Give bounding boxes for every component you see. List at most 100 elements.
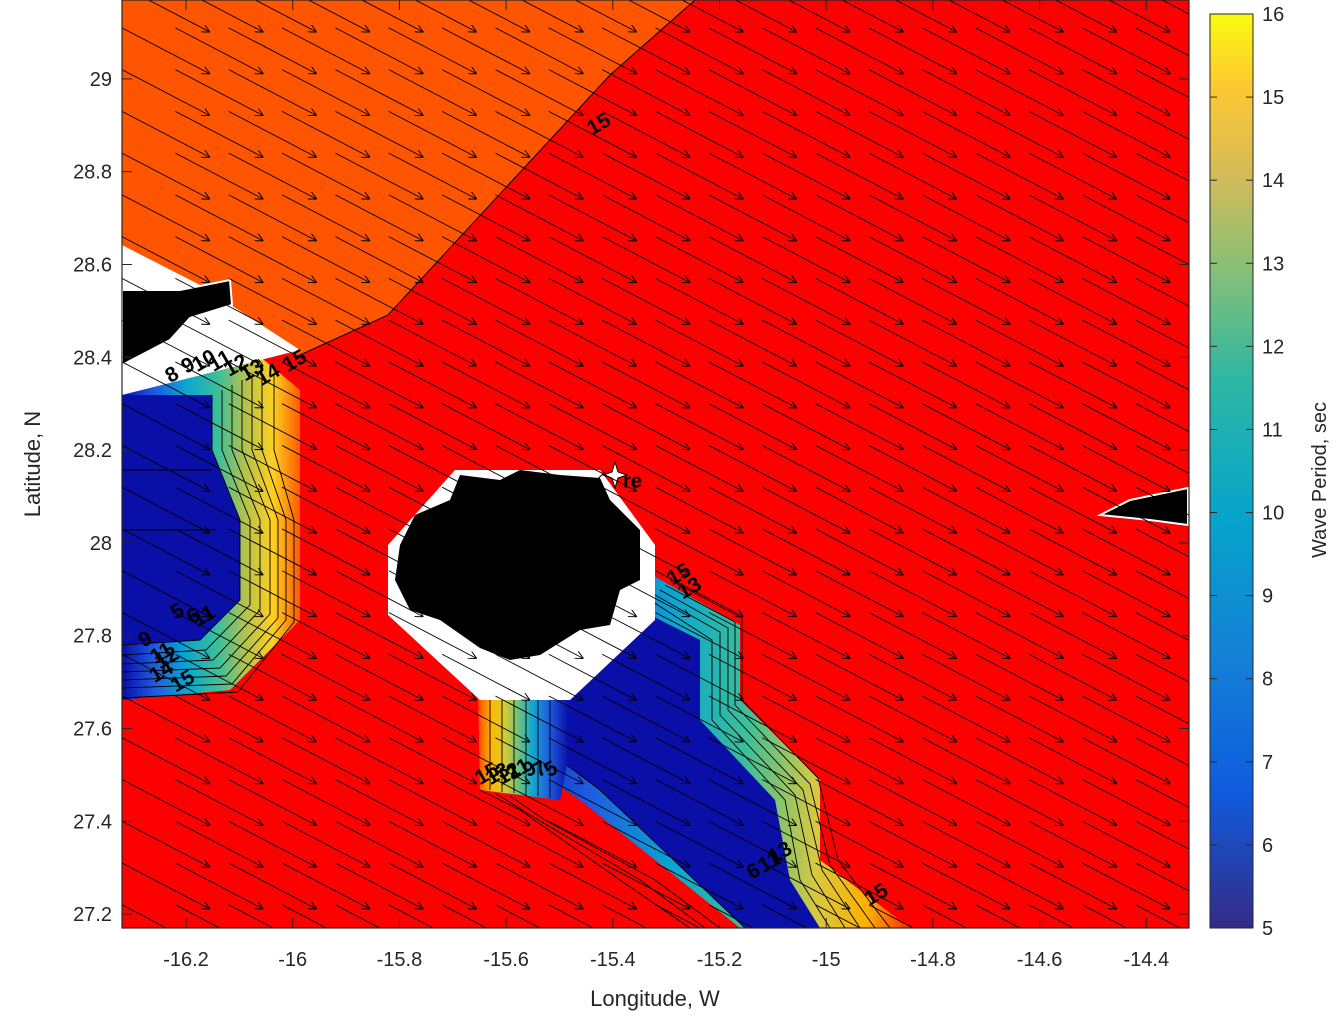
wave-vector [548,403,637,450]
wave-vector [122,27,210,74]
wave-vector [441,110,530,157]
wave-vector [868,820,957,867]
wave-vector [228,737,317,784]
wave-vector [655,69,744,116]
y-tick-label: 27.6 [73,718,112,740]
wave-vector [1028,445,1117,491]
wave-vector [1082,528,1170,575]
wave-vector [441,820,530,867]
wave-vector [655,820,744,867]
wave-vector [175,403,263,450]
colorbar [1209,13,1254,929]
wave-vector [281,820,370,867]
wave-vector [655,486,744,533]
wave-vector [1135,194,1189,224]
wave-vector [495,695,583,742]
wave-vector [655,862,744,909]
wave-vector [335,528,423,575]
wave-vector [548,194,637,241]
wave-vector [975,737,1064,784]
wave-vector [388,820,477,867]
wave-vector [922,236,1010,283]
wave-vector [147,0,210,32]
wave-vector [1054,0,1117,32]
wave-vector [655,319,744,366]
wave-vector [388,319,477,366]
wave-vector [228,862,317,909]
wave-vector [1082,278,1170,324]
wave-vector [655,236,744,283]
wave-vector [228,695,317,742]
wave-vector [335,236,423,283]
wave-vector [975,528,1064,575]
wave-vector [975,110,1064,157]
wave-vector [1028,27,1117,74]
wave-vector [815,236,904,283]
wave-vector [441,528,530,575]
wave-vector [761,445,850,491]
wave-vector [335,319,423,366]
y-tick-label: 27.2 [73,904,112,926]
wave-vector [601,779,690,826]
wave-vector [1135,737,1189,767]
wave-vector [761,403,850,450]
wave-vector [601,69,690,116]
wave-vector [815,737,904,784]
wave-vector [175,319,263,366]
wave-vector [922,152,1010,199]
wave-vector [975,236,1064,283]
wave-vector [175,779,263,826]
wave-vector [708,779,797,826]
wave-vector [1082,69,1170,116]
wave-vector [868,445,957,491]
wave-vector [708,403,797,450]
wave-vector [708,69,797,116]
wave-vector [388,612,477,658]
wave-vector [975,862,1064,909]
wave-vector [548,445,637,491]
wave-vector [975,820,1064,867]
x-tick-label: -16 [278,949,307,971]
wave-vector [122,69,210,116]
wave-vector [441,695,530,742]
wave-vector [922,862,1010,909]
y-tick-label: 28.6 [73,254,112,276]
wave-vector [175,820,263,867]
wave-vector [441,653,530,700]
colorbar-tick-label: 15 [1262,87,1284,109]
x-tick-label: -14.4 [1124,949,1170,971]
wave-vector [548,737,637,784]
wave-vector [868,110,957,157]
wave-vector [1135,570,1189,600]
wave-vector [441,361,530,408]
wave-vector [495,361,583,408]
wave-vector [868,278,957,324]
wave-vector [601,653,690,700]
wave-vector [815,278,904,324]
wave-vector [335,820,423,867]
wave-vector [281,779,370,826]
wave-vector [335,862,423,909]
colorbar-tick-label: 14 [1262,170,1284,192]
wave-vector [281,445,370,491]
wave-vector [975,27,1064,74]
wave-vector [281,278,370,324]
x-tick-label: -15.2 [697,949,743,971]
wave-vector [414,0,477,32]
wave-vector [122,779,210,826]
wave-vector [441,403,530,450]
wave-vector [548,278,637,324]
wave-vector [281,570,370,617]
wave-vector [548,570,637,617]
wave-vector [175,612,263,658]
wave-vector [548,653,637,700]
wave-vector [441,236,530,283]
wave-vector [761,27,850,74]
wave-vector [122,570,210,617]
wave-vector [601,110,690,157]
wave-vector [1135,820,1189,850]
wave-vector [388,236,477,283]
wave-vector [601,737,690,784]
wave-vector [815,319,904,366]
